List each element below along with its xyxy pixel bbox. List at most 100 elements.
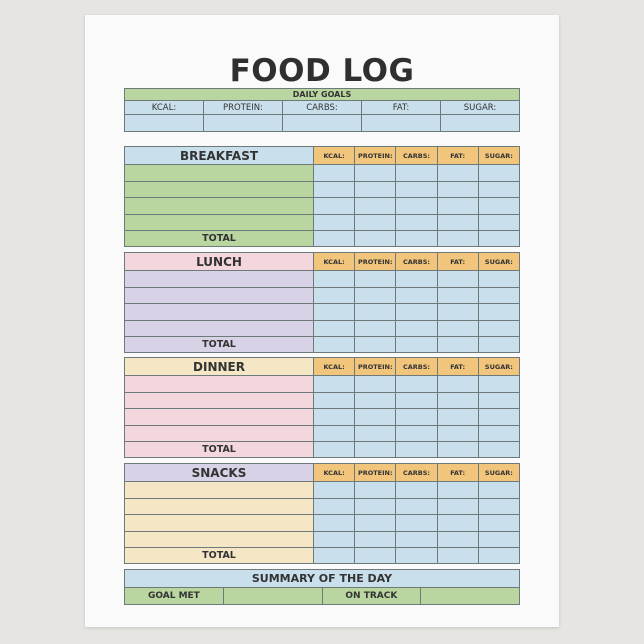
nutrient-value-field[interactable] — [477, 164, 521, 182]
food-item-field[interactable] — [124, 375, 314, 393]
nutrient-value-field[interactable] — [354, 514, 397, 532]
nutrient-value-field[interactable] — [312, 497, 356, 515]
food-item-field[interactable] — [124, 424, 314, 442]
nutrient-value-field[interactable] — [477, 530, 521, 548]
nutrient-value-field[interactable] — [395, 303, 438, 321]
nutrient-value-field[interactable] — [477, 180, 521, 198]
nutrient-value-field[interactable] — [395, 164, 438, 182]
nutrient-value-field[interactable] — [312, 375, 356, 393]
nutrient-value-field[interactable] — [395, 319, 438, 337]
nutrient-value-field[interactable] — [312, 424, 356, 442]
total-value-field[interactable] — [354, 547, 397, 564]
nutrient-value-field[interactable] — [436, 408, 479, 426]
total-value-field[interactable] — [354, 336, 397, 353]
total-value-field[interactable] — [312, 547, 356, 564]
total-value-field[interactable] — [436, 547, 479, 564]
food-item-field[interactable] — [124, 303, 314, 321]
nutrient-value-field[interactable] — [312, 164, 356, 182]
nutrient-value-field[interactable] — [312, 408, 356, 426]
nutrient-value-field[interactable] — [312, 180, 356, 198]
nutrient-value-field[interactable] — [436, 213, 479, 231]
nutrient-value-field[interactable] — [395, 197, 438, 215]
nutrient-value-field[interactable] — [477, 514, 521, 532]
nutrient-value-field[interactable] — [354, 270, 397, 288]
total-value-field[interactable] — [436, 230, 479, 247]
goal-field-sugar[interactable] — [440, 114, 520, 132]
nutrient-value-field[interactable] — [312, 303, 356, 321]
nutrient-value-field[interactable] — [477, 319, 521, 337]
nutrient-value-field[interactable] — [354, 213, 397, 231]
nutrient-value-field[interactable] — [354, 319, 397, 337]
total-value-field[interactable] — [395, 547, 438, 564]
food-item-field[interactable] — [124, 481, 314, 499]
total-value-field[interactable] — [354, 230, 397, 247]
food-item-field[interactable] — [124, 497, 314, 515]
nutrient-value-field[interactable] — [395, 481, 438, 499]
nutrient-value-field[interactable] — [436, 530, 479, 548]
total-value-field[interactable] — [477, 336, 521, 353]
nutrient-value-field[interactable] — [436, 481, 479, 499]
nutrient-value-field[interactable] — [477, 391, 521, 409]
food-item-field[interactable] — [124, 530, 314, 548]
nutrient-value-field[interactable] — [354, 391, 397, 409]
nutrient-value-field[interactable] — [312, 270, 356, 288]
nutrient-value-field[interactable] — [312, 286, 356, 304]
nutrient-value-field[interactable] — [354, 424, 397, 442]
nutrient-value-field[interactable] — [477, 286, 521, 304]
food-item-field[interactable] — [124, 213, 314, 231]
nutrient-value-field[interactable] — [354, 408, 397, 426]
nutrient-value-field[interactable] — [354, 164, 397, 182]
nutrient-value-field[interactable] — [395, 213, 438, 231]
nutrient-value-field[interactable] — [312, 481, 356, 499]
food-item-field[interactable] — [124, 408, 314, 426]
nutrient-value-field[interactable] — [395, 514, 438, 532]
nutrient-value-field[interactable] — [395, 180, 438, 198]
nutrient-value-field[interactable] — [354, 197, 397, 215]
nutrient-value-field[interactable] — [477, 270, 521, 288]
total-value-field[interactable] — [312, 336, 356, 353]
goal-field-carbs[interactable] — [282, 114, 362, 132]
food-item-field[interactable] — [124, 270, 314, 288]
nutrient-value-field[interactable] — [395, 270, 438, 288]
goal-field-fat[interactable] — [361, 114, 441, 132]
nutrient-value-field[interactable] — [312, 213, 356, 231]
nutrient-value-field[interactable] — [354, 180, 397, 198]
food-item-field[interactable] — [124, 164, 314, 182]
total-value-field[interactable] — [354, 441, 397, 458]
total-value-field[interactable] — [395, 441, 438, 458]
nutrient-value-field[interactable] — [354, 375, 397, 393]
nutrient-value-field[interactable] — [436, 424, 479, 442]
food-item-field[interactable] — [124, 286, 314, 304]
nutrient-value-field[interactable] — [436, 197, 479, 215]
total-value-field[interactable] — [395, 336, 438, 353]
total-value-field[interactable] — [436, 336, 479, 353]
total-value-field[interactable] — [477, 547, 521, 564]
food-item-field[interactable] — [124, 197, 314, 215]
nutrient-value-field[interactable] — [312, 514, 356, 532]
total-value-field[interactable] — [436, 441, 479, 458]
nutrient-value-field[interactable] — [436, 497, 479, 515]
nutrient-value-field[interactable] — [477, 497, 521, 515]
nutrient-value-field[interactable] — [436, 319, 479, 337]
nutrient-value-field[interactable] — [436, 303, 479, 321]
total-value-field[interactable] — [312, 230, 356, 247]
nutrient-value-field[interactable] — [477, 481, 521, 499]
total-value-field[interactable] — [477, 441, 521, 458]
nutrient-value-field[interactable] — [312, 391, 356, 409]
nutrient-value-field[interactable] — [436, 391, 479, 409]
total-value-field[interactable] — [395, 230, 438, 247]
nutrient-value-field[interactable] — [477, 375, 521, 393]
total-value-field[interactable] — [477, 230, 521, 247]
nutrient-value-field[interactable] — [395, 424, 438, 442]
nutrient-value-field[interactable] — [354, 481, 397, 499]
food-item-field[interactable] — [124, 180, 314, 198]
goal-field-protein[interactable] — [203, 114, 283, 132]
nutrient-value-field[interactable] — [477, 197, 521, 215]
nutrient-value-field[interactable] — [436, 180, 479, 198]
nutrient-value-field[interactable] — [312, 530, 356, 548]
nutrient-value-field[interactable] — [395, 497, 438, 515]
nutrient-value-field[interactable] — [477, 408, 521, 426]
goal-field-kcal[interactable] — [124, 114, 204, 132]
nutrient-value-field[interactable] — [354, 303, 397, 321]
nutrient-value-field[interactable] — [477, 213, 521, 231]
